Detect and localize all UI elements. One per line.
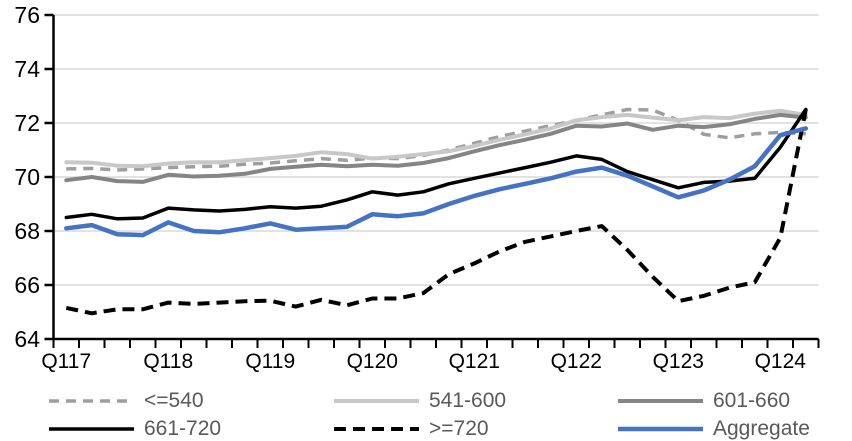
y-tick-label: 74 [14, 56, 40, 82]
y-tick-label: 70 [14, 164, 40, 190]
legend-label: 661-720 [144, 417, 222, 440]
x-tick-label: Q120 [347, 350, 398, 373]
series-line-Aggregate [64, 126, 809, 238]
legend-item-gte720: >=720 [333, 417, 489, 441]
series-line--540 [66, 107, 806, 172]
legend-item-601-660: 601-660 [617, 389, 790, 413]
legend-swatch-light-gray-line [334, 399, 419, 403]
legend-swatch-blue-line [618, 426, 703, 432]
x-tick-label: Q124 [755, 350, 807, 373]
legend-swatch-dark-gray-line [618, 399, 703, 403]
legend-item-lte540: <=540 [48, 389, 204, 413]
legend-label: 541-600 [429, 389, 507, 412]
x-tick-label: Q119 [245, 350, 295, 373]
y-tick-label: 72 [14, 110, 40, 136]
legend-label: 601-660 [713, 389, 791, 412]
y-tick-label: 66 [14, 272, 40, 298]
legend-swatch-dashed-gray-line [49, 399, 134, 403]
series-line-541-600 [64, 108, 808, 169]
series-line-601-660 [64, 112, 808, 184]
legend-label: >=720 [429, 417, 489, 440]
legend-label: Aggregate [713, 417, 810, 440]
y-tick-label: 64 [14, 326, 40, 352]
legend-item-541-600: 541-600 [333, 389, 506, 413]
legend-swatch-black-line [49, 427, 134, 431]
x-tick-label: Q117 [41, 350, 91, 373]
y-tick-label: 68 [14, 218, 40, 244]
y-tick-label: 76 [14, 2, 40, 28]
legend-swatch-black-dashed-line [334, 427, 419, 431]
x-tick-label: Q123 [653, 350, 704, 373]
series-line--720 [65, 109, 808, 316]
legend-item-aggregate: Aggregate [617, 417, 810, 441]
x-tick-label: Q121 [449, 350, 500, 373]
legend-label: <=540 [144, 389, 204, 412]
legend-item-661-720: 661-720 [48, 417, 221, 441]
x-tick-label: Q122 [551, 350, 602, 373]
series-line-661-720 [64, 107, 808, 221]
x-tick-label: Q118 [143, 350, 193, 373]
